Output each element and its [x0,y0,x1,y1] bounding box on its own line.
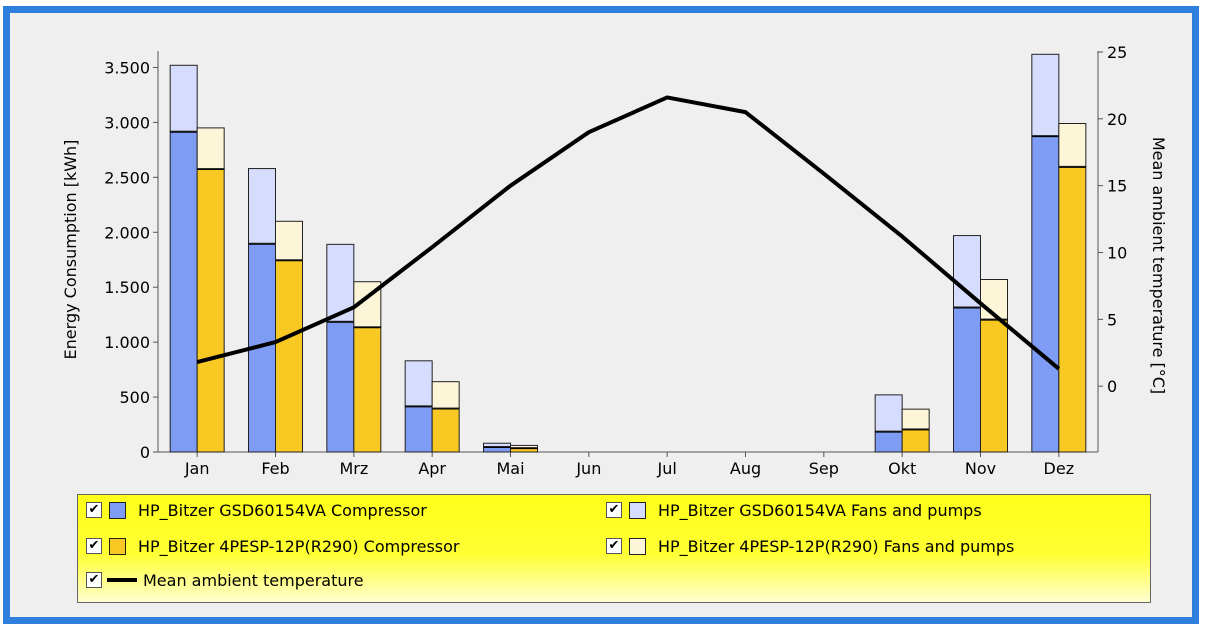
bar-segment [404,360,433,407]
bar-segment [196,168,225,453]
legend-checkbox[interactable]: ✔ [606,502,622,518]
bar-segment [1031,53,1060,137]
legend-checkbox[interactable]: ✔ [86,538,102,554]
y-tick-label: 2.500 [104,168,150,187]
y-tick-label: 500 [119,388,150,407]
x-tick-label: Aug [730,459,761,478]
x-tick-label: Apr [418,459,446,478]
y2-tick-label: 15 [1107,177,1127,196]
bar-segment [169,64,198,132]
bar-segment [275,259,303,453]
bar-segment [901,428,930,453]
bar-segment [1031,135,1060,453]
y2-tick-label: 10 [1107,244,1127,263]
bar-segment [483,442,511,448]
y2-tick-label: 0 [1107,377,1117,396]
legend-checkbox[interactable]: ✔ [86,502,102,518]
bar-segment [1058,165,1087,453]
y2-axis-label: Mean ambient temperature [°C] [1149,137,1168,394]
legend-swatch [109,537,126,555]
bar-segment [953,306,981,453]
x-tick-label: Sep [809,459,839,478]
y-tick-label: 1.500 [104,278,150,297]
bar-segment [901,408,930,430]
legend-swatch [109,501,126,519]
bar-segment [874,394,903,432]
legend-item-4pesp-fans[interactable]: ✔ HP_Bitzer 4PESP-12P(R290) Fans and pum… [606,535,1014,557]
y-tick-label: 3.500 [104,58,150,77]
legend-label: Mean ambient temperature [143,570,364,590]
legend-label: HP_Bitzer 4PESP-12P(R290) Compressor [138,536,460,556]
y-tick-label: 0 [140,443,150,462]
x-tick-label: Okt [888,459,916,478]
x-tick-label: Jul [657,459,677,478]
legend-label: HP_Bitzer GSD60154VA Compressor [138,500,427,520]
legend-checkbox[interactable]: ✔ [606,538,622,554]
legend-swatch [629,501,646,519]
bar-segment [953,235,981,308]
legend-swatch [629,537,646,555]
y-tick-label: 3.000 [104,113,150,132]
legend-label: HP_Bitzer GSD60154VA Fans and pumps [658,500,982,520]
bar-segment [169,130,198,453]
energy-chart: 0 500 1.000 1.500 2.000 2.500 3.000 3.500 Energy… [61,43,1168,478]
x-tick-label: Jun [575,459,601,478]
x-tick-label: Mai [496,459,524,478]
bar-segment [275,220,303,261]
bar-segment [404,405,433,453]
legend-item-4pesp-compressor[interactable]: ✔ HP_Bitzer 4PESP-12P(R290) Compressor [86,535,460,557]
bar-segment [1058,123,1087,167]
bar-segment [874,430,903,453]
y2-tick-label: 25 [1107,43,1127,62]
y2-tick-label: 5 [1107,310,1117,329]
y-tick-label: 1.000 [104,333,150,352]
plot-area [158,51,1098,452]
bar-segment [980,318,1008,453]
bar-segment [353,326,382,453]
y-axis-label: Energy Consumption [kWh] [61,140,80,360]
legend-item-temperature[interactable]: ✔ Mean ambient temperature [86,569,364,591]
x-tick-label: Dez [1044,459,1075,478]
bar-segment [431,407,460,453]
legend-checkbox[interactable]: ✔ [86,572,102,588]
legend-label: HP_Bitzer 4PESP-12P(R290) Fans and pumps [658,536,1015,556]
legend: ✔ HP_Bitzer GSD60154VA Compressor ✔ HP_B… [77,494,1151,603]
bar-segment [510,444,538,449]
y2-tick-label: 20 [1107,110,1127,129]
bar-segment [431,381,460,409]
legend-line-swatch [107,578,137,582]
legend-item-gsd-fans[interactable]: ✔ HP_Bitzer GSD60154VA Fans and pumps [606,499,982,521]
x-tick-label: Jan [184,459,210,478]
bar-segment [196,127,225,170]
legend-item-gsd-compressor[interactable]: ✔ HP_Bitzer GSD60154VA Compressor [86,499,427,521]
y-tick-label: 2.000 [104,223,150,242]
chart-frame: 0 500 1.000 1.500 2.000 2.500 3.000 3.500 Energy… [3,6,1199,624]
bar-segment [326,320,355,453]
x-tick-label: Mrz [339,459,368,478]
x-tick-label: Nov [965,459,996,478]
bar-segment [980,279,1008,320]
bar-segment [248,168,276,244]
temperature-line [196,95,1061,371]
x-tick-label: Feb [261,459,289,478]
